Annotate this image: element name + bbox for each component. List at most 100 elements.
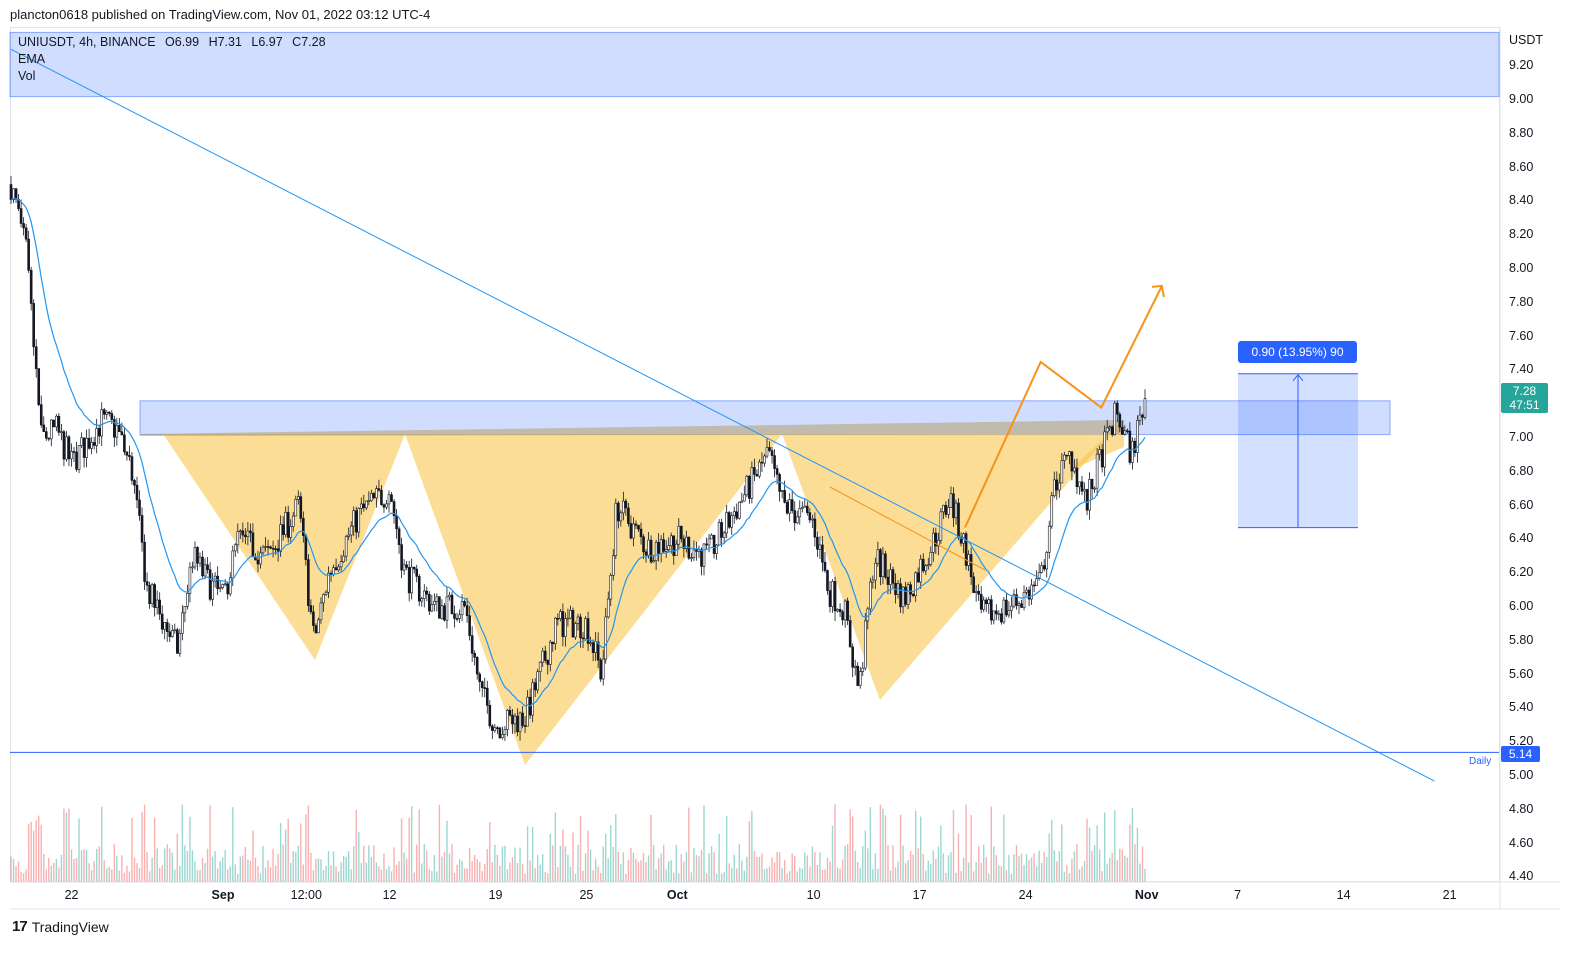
candle-body — [19, 208, 23, 224]
candle — [531, 678, 534, 723]
volume-bar — [108, 866, 110, 882]
volume-bar — [43, 853, 45, 882]
volume-bar — [894, 867, 897, 882]
volume-bar — [491, 862, 494, 882]
volume-bar — [841, 859, 844, 882]
candle — [276, 539, 280, 562]
candle-body — [244, 534, 247, 538]
candle-body — [924, 565, 928, 572]
candle-body — [977, 590, 980, 595]
candle — [662, 532, 665, 554]
candle — [246, 522, 250, 546]
volume-bar — [985, 857, 987, 882]
candle-body — [886, 576, 890, 585]
volume-bar — [171, 852, 173, 882]
volume-bar — [801, 868, 803, 882]
volume-bar — [481, 870, 483, 882]
candle — [173, 623, 177, 634]
candle-body — [652, 560, 655, 563]
candle — [115, 417, 119, 446]
candle-body — [879, 549, 882, 578]
volume-bar — [214, 851, 216, 882]
candle-body — [808, 512, 812, 521]
volume-bar — [912, 854, 914, 882]
candle — [52, 419, 56, 428]
candle — [1131, 437, 1134, 470]
candle-body — [1085, 489, 1089, 511]
volume-bar — [1134, 844, 1136, 882]
candle-body — [768, 447, 771, 451]
chart-legend: UNIUSDT, 4h, BINANCE O6.99 H7.31 L6.97 C… — [18, 34, 332, 85]
volume-bar — [970, 815, 972, 882]
candle-body — [1068, 451, 1071, 456]
volume-bar — [897, 861, 899, 882]
candle — [806, 501, 809, 516]
candle-body — [1128, 430, 1132, 463]
candle-body — [390, 494, 393, 502]
volume-bar — [161, 865, 163, 882]
tradingview-footer[interactable]: 17 TradingView — [12, 918, 109, 935]
candle-body — [949, 493, 953, 508]
volume-bar — [867, 848, 869, 882]
candle — [1113, 400, 1117, 436]
candle — [286, 505, 290, 543]
candle-body — [763, 455, 766, 464]
descending-trendline — [10, 48, 1435, 782]
candle — [982, 596, 986, 613]
candle-body — [1015, 594, 1018, 606]
volume-bar — [126, 865, 128, 882]
candle — [785, 499, 789, 515]
candle — [533, 678, 537, 698]
measure-label-badge[interactable]: 0.90 (13.95%) 90 — [1238, 341, 1357, 363]
legend-indicator-ema[interactable]: EMA — [18, 52, 46, 66]
candle — [1035, 570, 1038, 586]
volume-bar — [408, 817, 410, 882]
candle-body — [163, 622, 167, 630]
candle — [478, 671, 482, 692]
candle — [853, 659, 857, 676]
volume-bar — [1139, 863, 1141, 882]
candle — [745, 474, 749, 498]
candle — [201, 550, 204, 578]
candle-body — [566, 617, 570, 620]
candle-body — [470, 635, 474, 654]
volume-bar — [60, 854, 63, 882]
candle-body — [591, 642, 595, 653]
volume-bar — [1073, 851, 1076, 882]
volume-bar — [300, 823, 302, 882]
candle-body — [803, 505, 807, 508]
candle-body — [165, 622, 169, 633]
candles-layer — [9, 175, 1147, 741]
candle — [523, 716, 527, 734]
volume-bar — [421, 863, 423, 882]
candle-body — [271, 547, 275, 550]
candle-body — [992, 610, 996, 621]
candle — [685, 530, 688, 553]
candle — [929, 546, 933, 567]
candle-body — [317, 619, 320, 634]
volume-bar — [90, 870, 93, 882]
volume-bar — [1053, 850, 1055, 882]
candle-body — [266, 546, 270, 548]
candle — [357, 507, 361, 538]
candle — [521, 706, 524, 729]
candle — [450, 591, 454, 615]
volume-bar — [514, 847, 516, 882]
current-price-value: 7.28 — [1512, 384, 1537, 398]
candle-body — [9, 184, 13, 201]
volume-bar — [577, 844, 579, 882]
candle-body — [496, 727, 499, 729]
candle-body — [521, 712, 524, 726]
price-tick-label: 9.20 — [1509, 58, 1534, 73]
volume-bar — [854, 850, 856, 882]
candle — [191, 561, 194, 574]
volume-bar — [335, 866, 337, 882]
volume-bar — [509, 862, 511, 882]
candle — [82, 437, 86, 468]
volume-bar — [368, 845, 370, 882]
candle — [561, 603, 565, 647]
volume-bar — [146, 852, 148, 882]
volume-bar — [791, 853, 793, 882]
legend-indicator-vol[interactable]: Vol — [18, 69, 36, 83]
